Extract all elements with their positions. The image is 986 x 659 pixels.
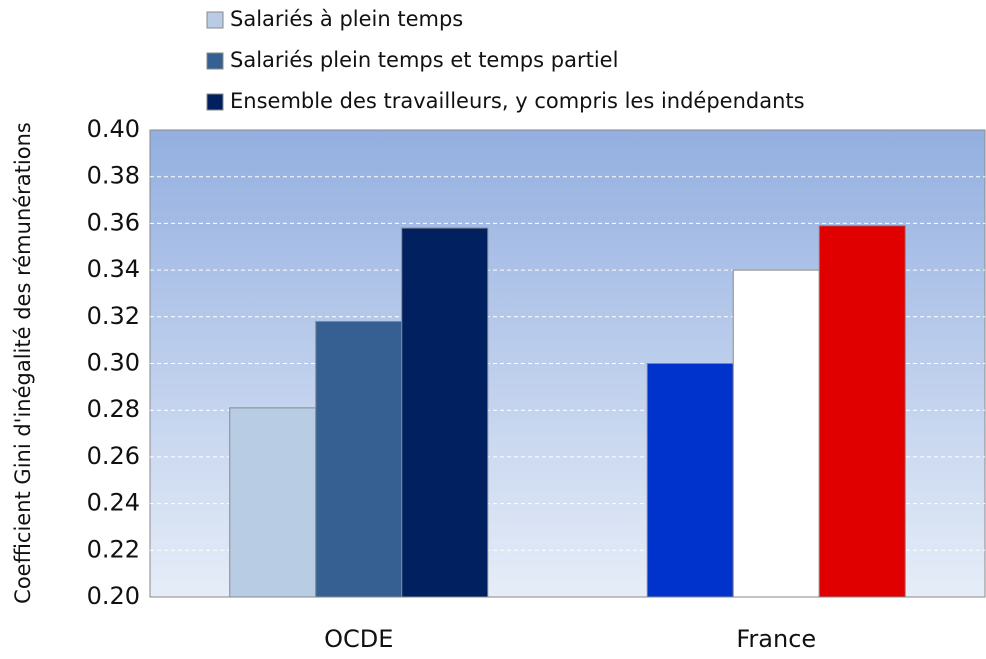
legend-swatch bbox=[206, 93, 224, 111]
bar bbox=[818, 225, 906, 598]
y-tick-label: 0.30 bbox=[87, 349, 140, 377]
bar bbox=[732, 269, 820, 598]
legend-swatch bbox=[206, 11, 224, 29]
bar bbox=[401, 227, 489, 598]
bar bbox=[229, 407, 317, 598]
legend-label: Ensemble des travailleurs, y compris les… bbox=[230, 89, 805, 113]
y-tick-label: 0.26 bbox=[87, 442, 140, 470]
y-tick-label: 0.22 bbox=[87, 535, 140, 563]
y-tick-label: 0.36 bbox=[87, 208, 140, 236]
x-tick-label: OCDE bbox=[324, 625, 393, 653]
legend-label: Salariés plein temps et temps partiel bbox=[230, 48, 618, 72]
y-tick-label: 0.20 bbox=[87, 582, 140, 610]
y-tick-label: 0.32 bbox=[87, 302, 140, 330]
y-tick-label: 0.24 bbox=[87, 489, 140, 517]
x-tick-label: France bbox=[736, 625, 816, 653]
y-tick-label: 0.38 bbox=[87, 162, 140, 190]
y-axis-label: Coefficient Gini d'inégalité des rémunér… bbox=[11, 122, 35, 604]
bar bbox=[646, 363, 734, 598]
legend-label: Salariés à plein temps bbox=[230, 7, 463, 31]
legend-swatch bbox=[206, 52, 224, 70]
y-tick-label: 0.34 bbox=[87, 255, 140, 283]
y-tick-label: 0.28 bbox=[87, 395, 140, 423]
bar bbox=[315, 320, 403, 598]
y-tick-label: 0.40 bbox=[87, 115, 140, 143]
